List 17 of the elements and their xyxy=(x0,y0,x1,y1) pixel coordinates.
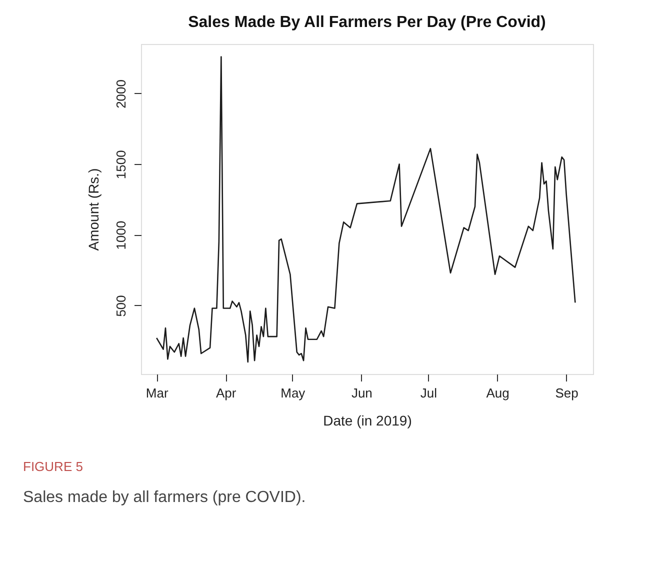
y-tick-label: 500 xyxy=(114,295,128,317)
x-tick-label: Jul xyxy=(420,386,438,400)
caption: FIGURE 5 xyxy=(23,459,83,474)
x-tick-label: Sep xyxy=(555,386,578,400)
x-axis-title: Date (in 2019) xyxy=(323,412,412,428)
y-tick-label: 2000 xyxy=(114,80,128,108)
y-tick-label: 1000 xyxy=(114,220,128,250)
x-tick-label: Jun xyxy=(351,386,372,400)
x-tick-label: Mar xyxy=(146,386,169,400)
x-tick-label: May xyxy=(280,386,306,400)
x-tick-label: Aug xyxy=(486,386,510,400)
y-axis-title: Amount (Rs.) xyxy=(86,168,102,251)
chart-title: Sales Made By All Farmers Per Day (Pre Covid) xyxy=(188,14,546,31)
y-tick-label: 1500 xyxy=(114,150,128,180)
x-tick-label: Apr xyxy=(216,386,237,400)
text: Sales made by all farmers (pre COVID). xyxy=(23,489,306,506)
line-series xyxy=(156,56,576,363)
